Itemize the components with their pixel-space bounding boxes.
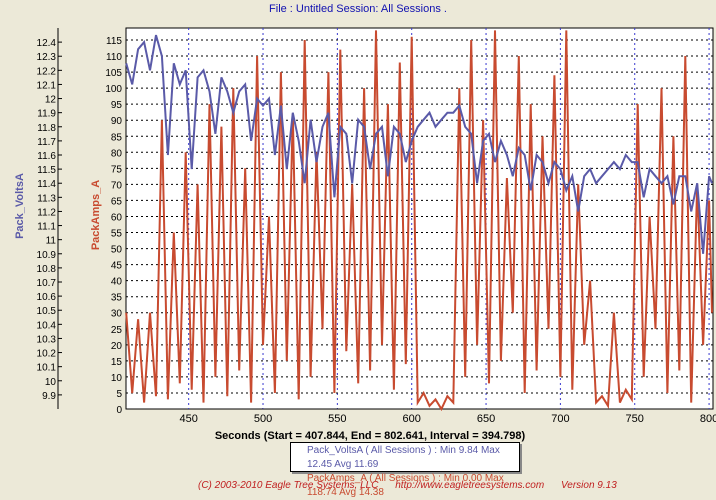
copyright-text: (C) 2003-2010 Eagle Tree Systems, LLC [198, 480, 379, 491]
x-tick-label: 500 [254, 413, 272, 425]
version-text: Version 9.13 [560, 480, 617, 491]
y1-tick-label: 11.7 [37, 137, 56, 148]
y2-tick-label: 50 [111, 245, 123, 256]
y2-tick-label: 60 [111, 212, 123, 223]
y2-tick-label: 105 [105, 68, 122, 79]
x-tick-label: 700 [551, 413, 569, 425]
x-tick-label: 550 [328, 413, 346, 425]
y1-tick-label: 10.6 [37, 292, 57, 303]
y2-tick-label: 5 [116, 389, 122, 400]
y2-axis-label: PackAmps_A [90, 180, 102, 250]
y1-tick-label: 10.7 [37, 278, 57, 289]
y2-tick-label: 80 [111, 148, 123, 159]
y2-tick-label: 95 [111, 100, 123, 111]
y2-axis: 1151101051009590858075706560555045403530… [105, 36, 122, 416]
y2-tick-label: 115 [106, 36, 122, 47]
y2-tick-label: 65 [111, 196, 123, 207]
x-tick-label: 800 [700, 413, 716, 425]
y2-tick-label: 110 [106, 52, 122, 63]
series-packamps [125, 30, 713, 412]
legend-item-packamps: PackAmps_A ( All Sessions ) : Min 0.00 M… [307, 473, 504, 498]
y2-tick-label: 10 [111, 373, 123, 384]
y1-tick-label: 11 [46, 236, 57, 247]
x-axis-label: Seconds (Start = 407.844, End = 802.641,… [214, 430, 526, 442]
chart-header-title: File : Untitled Session: All Sessions . [269, 3, 447, 15]
y2-tick-label: 90 [111, 116, 123, 127]
y1-tick-label: 12 [45, 95, 57, 106]
y1-tick-label: 10.3 [37, 334, 57, 345]
y1-tick-label: 11.6 [37, 151, 56, 162]
y1-tick-label: 11.1 [37, 222, 56, 233]
y1-tick-label: 9.9 [42, 391, 56, 402]
y2-tick-label: 55 [111, 229, 123, 240]
legend-item-packvolts: Pack_VoltsA ( All Sessions ) : Min 9.84 … [307, 445, 500, 470]
y2-tick-label: 40 [111, 277, 123, 288]
website-link[interactable]: http://www.eagletreesystems.com [395, 480, 545, 491]
y1-tick-label: 11.4 [37, 179, 56, 190]
y2-tick-label: 35 [111, 293, 123, 304]
y2-tick-label: 70 [111, 180, 123, 191]
y2-tick-label: 45 [111, 261, 123, 272]
y2-tick-label: 20 [111, 341, 123, 352]
y1-axis: 12.4 12.3 12.2 12.1 12 11.9 11.8 11.7 11.6 11.5 11… [37, 28, 62, 409]
y2-tick-label: 25 [111, 325, 123, 336]
y1-tick-label: 10.2 [37, 349, 57, 360]
chart-canvas[interactable]: 12.4 12.3 12.2 12.1 12 11.9 11.8 11.7 11.6 11.5 11… [0, 0, 716, 430]
y1-tick-label: 10.8 [37, 264, 57, 275]
legend: Pack_VoltsA ( All Sessions ) : Min 9.84 … [290, 442, 520, 498]
x-tick-label: 450 [179, 413, 197, 425]
y1-tick-label: 10.4 [37, 320, 57, 331]
y1-tick-label: 11.5 [37, 165, 56, 176]
x-tick-label: 600 [403, 413, 421, 425]
y1-tick-label: 11.2 [37, 207, 56, 218]
y1-tick-label: 11.9 [37, 109, 56, 120]
y1-tick-label: 11.8 [37, 123, 56, 134]
y2-tick-label: 30 [111, 309, 123, 320]
series-line-packamps [125, 30, 713, 412]
y1-tick-label: 10.5 [37, 306, 57, 317]
y2-tick-label: 100 [105, 84, 122, 95]
y1-tick-label: 12.2 [37, 66, 57, 77]
y1-tick-label: 12.1 [37, 80, 57, 91]
x-tick-label: 650 [477, 413, 495, 425]
y1-tick-label: 10.9 [37, 250, 57, 261]
y2-tick-label: 85 [111, 132, 123, 143]
y1-tick-label: 10 [45, 377, 57, 388]
y1-tick-label: 12.4 [37, 38, 57, 49]
y1-tick-label: 10.1 [37, 363, 57, 374]
y1-tick-label: 12.3 [37, 52, 57, 63]
series-line-packvolts [125, 34, 713, 254]
x-tick-label: 750 [626, 413, 644, 425]
y2-tick-label: 75 [111, 164, 123, 175]
y1-tick-label: 11.3 [37, 193, 56, 204]
series-packvolts [125, 34, 713, 254]
x-axis: 450 500 550 600 650 700 750 800 [179, 413, 716, 425]
footer: (C) 2003-2010 Eagle Tree Systems, LLC ht… [198, 480, 631, 491]
y2-tick-label: 0 [116, 405, 122, 416]
y2-tick-label: 15 [111, 357, 123, 368]
